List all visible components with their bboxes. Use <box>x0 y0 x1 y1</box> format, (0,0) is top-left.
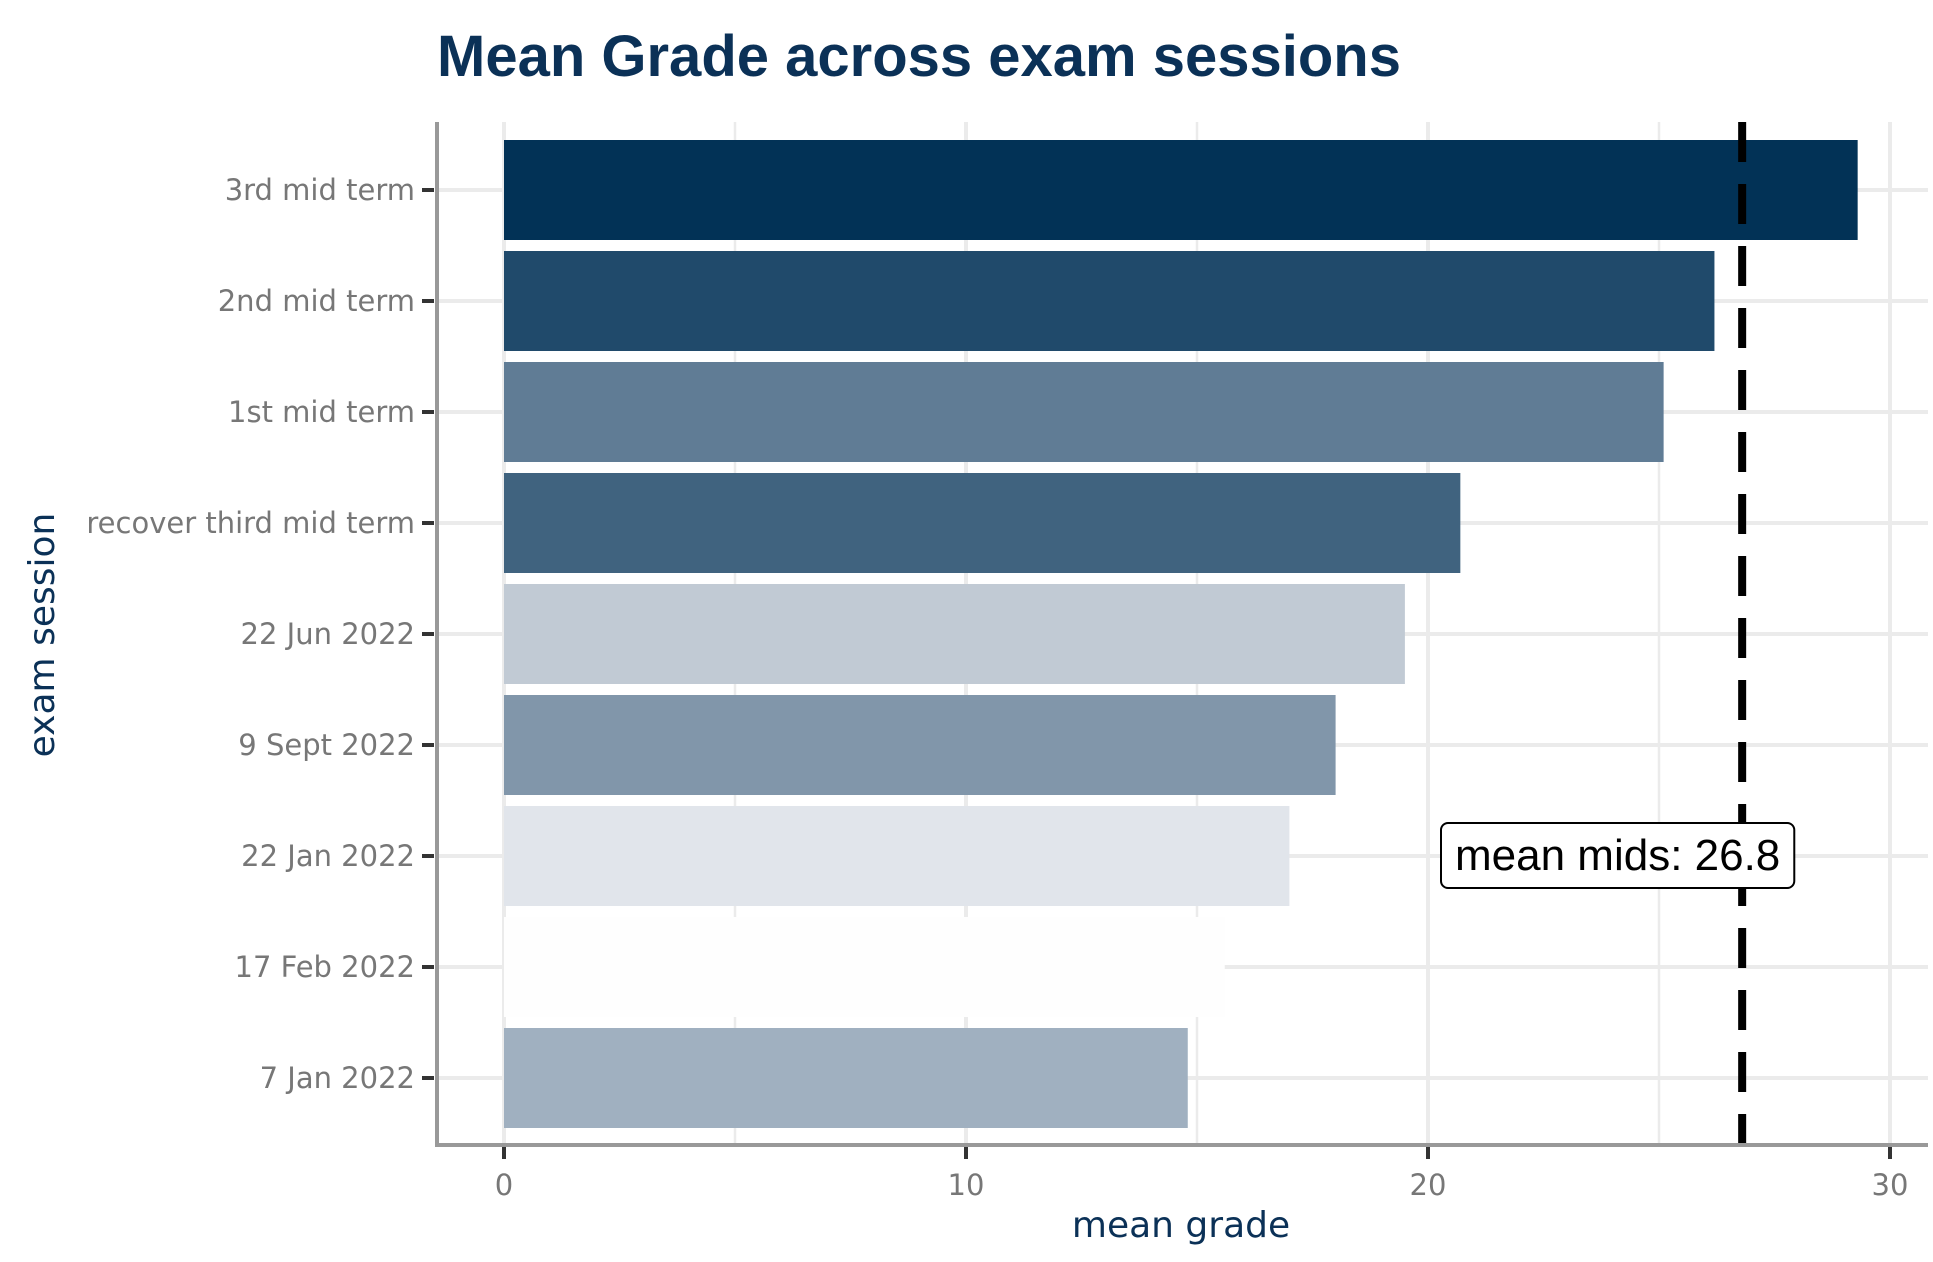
annotation-layer: mean mids: 26.8 <box>1440 822 1796 889</box>
y-tick-label: 7 Jan 2022 <box>260 1061 415 1095</box>
y-tick-label: recover third mid term <box>86 506 415 540</box>
y-tick-label: 3rd mid term <box>225 173 415 207</box>
x-tick-label: 10 <box>948 1168 985 1202</box>
bar <box>504 695 1336 795</box>
bars <box>504 140 1858 1128</box>
y-tick-label: 22 Jun 2022 <box>241 617 415 651</box>
chart-title: Mean Grade across exam sessions <box>437 24 1401 89</box>
bar <box>504 1028 1188 1128</box>
bar <box>504 806 1290 906</box>
annotation-label: mean mids: 26.8 <box>1455 831 1780 880</box>
x-tick-label: 20 <box>1410 1168 1447 1202</box>
bar <box>504 251 1715 351</box>
y-axis-title: exam session <box>22 513 63 758</box>
y-tick-label: 17 Feb 2022 <box>235 950 416 984</box>
bar <box>504 140 1858 240</box>
y-tick-label: 1st mid term <box>228 395 415 429</box>
annotation-box <box>1440 822 1796 889</box>
axes: 3rd mid term 2nd mid term 1st mid term reco… <box>86 122 1928 1202</box>
bar <box>504 584 1405 684</box>
y-tick-label: 22 Jan 2022 <box>241 839 415 873</box>
bar <box>504 917 1225 1017</box>
bar <box>504 473 1461 573</box>
y-tick-label: 2nd mid term <box>218 284 415 318</box>
x-tick-label: 30 <box>1872 1168 1909 1202</box>
y-tick-label: 9 Sept 2022 <box>238 728 415 762</box>
x-axis-title: mean grade <box>1072 1205 1290 1246</box>
bar <box>504 362 1664 462</box>
x-tick-label: 0 <box>495 1168 513 1202</box>
